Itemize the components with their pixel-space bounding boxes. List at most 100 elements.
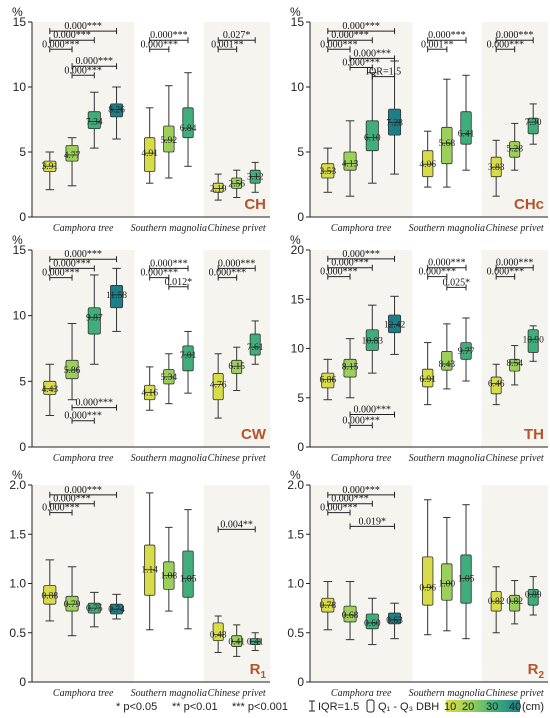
p-value-label: 0.000*** [42, 39, 80, 50]
significance-bracket: 0.025* [443, 277, 470, 291]
significance-bracket: 0.000*** [327, 494, 373, 507]
box-iqr [212, 182, 224, 193]
legend: * p<0.05 ** p<0.01 *** p<0.001 IQR=1.5 Q… [116, 699, 544, 713]
p-value-label: 0.019* [359, 516, 387, 527]
median-label: 8.54 [506, 359, 523, 369]
box: 7.34 [86, 91, 103, 149]
panel-r1: % 0 0.5 1.0 1.5 2.0 0.88 0.79 0.75 0.74 Camphora t… [9, 468, 270, 699]
category-label: Chinese privet [486, 223, 544, 234]
p-value-label: 0.000*** [496, 258, 534, 269]
box: 4.06 [419, 130, 436, 188]
panel-tag-main: CHc [514, 196, 544, 213]
significance-bracket: 0.000*** [49, 30, 95, 44]
box: 5.34 [161, 353, 178, 405]
box-iqr [182, 107, 194, 139]
legend-d30: 30 [486, 701, 498, 713]
box: 0.41 [247, 632, 264, 651]
box: 8.54 [506, 345, 523, 386]
category-label: Southern magnolia [409, 223, 485, 234]
median-label: 5.34 [161, 373, 178, 383]
median-label: 0.96 [419, 583, 436, 593]
panel-cw: % 0 5 10 15 4.43 5.86 9.87 11.58 Camphora tree 4.1… [12, 233, 270, 464]
median-label: 10.83 [362, 336, 384, 346]
box: 8.26 [108, 86, 125, 140]
significance-bracket: 0.000*** [327, 249, 396, 262]
p-value-label: 0.000*** [496, 30, 534, 41]
significance-bracket: 0.027* [217, 30, 256, 44]
median-label: 8.43 [439, 360, 456, 370]
significance-bracket: 0.000*** [49, 485, 118, 498]
box-iqr [182, 550, 194, 598]
box: 6.91 [419, 342, 436, 406]
p-value-label: 0.000*** [64, 411, 102, 422]
box-iqr [388, 314, 402, 334]
significance-bracket: 0.000*** [349, 404, 396, 418]
p-value-label: 0.000*** [141, 39, 179, 50]
box: 1.05 [458, 504, 475, 640]
box-iqr [110, 103, 124, 118]
median-label: 4.91 [141, 149, 158, 159]
legend-sig2: ** p<0.01 [172, 701, 218, 713]
median-label: 7.61 [247, 343, 264, 353]
median-label: 0.63 [386, 616, 403, 626]
significance-bracket: 0.000*** [320, 39, 358, 53]
significance-bracket: 0.000*** [149, 30, 189, 44]
box-iqr [182, 345, 194, 372]
box: 8.15 [342, 338, 359, 399]
median-label: 4.77 [64, 151, 81, 161]
box-iqr [343, 358, 357, 378]
significance-bracket: 0.000*** [495, 30, 534, 44]
group-shade [32, 485, 135, 682]
significance-bracket: 0.000*** [149, 258, 189, 272]
p-value-label: 0.001** [211, 39, 244, 50]
category-label: Camphora tree [53, 453, 114, 464]
box-iqr [441, 126, 453, 165]
box: 12.42 [384, 295, 405, 355]
y-tick-label: 15 [13, 243, 27, 257]
median-label: 0.41 [228, 638, 245, 648]
median-label: 0.78 [319, 601, 336, 611]
category-label: Southern magnolia [131, 453, 207, 464]
box-iqr [422, 150, 434, 178]
median-label: 2.56 [228, 180, 245, 190]
significance-bracket: 0.000*** [71, 56, 118, 70]
panel-tag: CHc [514, 196, 544, 213]
category-label: Southern magnolia [131, 688, 207, 699]
p-value-label: 0.000*** [64, 249, 102, 260]
box-iqr [365, 120, 379, 152]
panel-chc: % 0 5 10 15 3.53 4.13 6.10 7.28 Camphora tree 4.06… [290, 5, 548, 234]
box: 7.61 [247, 320, 264, 365]
box-iqr [231, 359, 243, 374]
significance-bracket: 0.000*** [49, 494, 95, 507]
y-tick-label: 15 [291, 15, 305, 29]
box-iqr [65, 145, 79, 162]
median-label: 10.90 [523, 336, 545, 346]
box-iqr [110, 285, 124, 309]
y-tick-label: 20 [291, 243, 305, 257]
box: 0.74 [108, 593, 125, 620]
median-label: 8.15 [342, 363, 359, 373]
box: 0.96 [419, 499, 436, 636]
median-label: 1.08 [161, 572, 178, 582]
median-label: 0.88 [41, 591, 58, 601]
box: 0.63 [386, 602, 403, 640]
significance-bracket: 0.000*** [71, 398, 118, 411]
box-iqr [43, 585, 57, 605]
box-iqr [527, 329, 539, 353]
box: 9.77 [458, 317, 475, 382]
significance-bracket: 0.000*** [141, 268, 178, 281]
median-label: 6.46 [488, 379, 505, 389]
category-label: Chinese privet [208, 223, 266, 234]
p-value-label: 0.000*** [342, 249, 380, 260]
y-tick-label: 2.0 [9, 478, 26, 492]
box: 4.16 [141, 366, 158, 411]
box-iqr [231, 635, 243, 647]
panel-tag-sub: 1 [260, 670, 266, 681]
category-label: Chinese privet [208, 688, 266, 699]
median-label: 5.86 [64, 366, 81, 376]
significance-bracket: 0.012* [165, 277, 192, 290]
box-iqr [388, 612, 402, 625]
box: 0.78 [319, 581, 336, 631]
y-tick-label: 0 [19, 440, 26, 454]
